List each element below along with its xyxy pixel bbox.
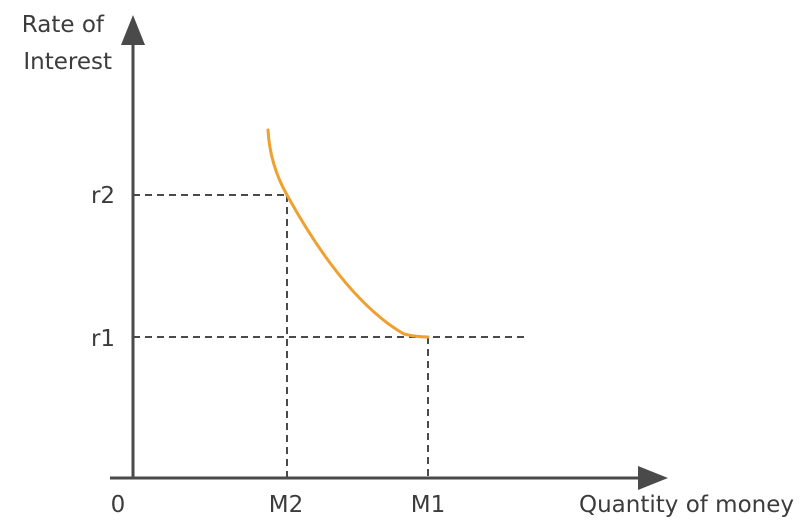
x-tick-label-m1: M1 xyxy=(411,492,445,518)
y-axis-label-line-1: Rate of xyxy=(22,12,105,38)
y-axis-arrowhead xyxy=(121,15,145,45)
y-axis-label-line-2: Interest xyxy=(23,49,112,75)
y-tick-label-r1: r1 xyxy=(91,326,115,352)
money-demand-curve xyxy=(266,128,430,339)
axes xyxy=(110,15,668,490)
x-axis-arrowhead xyxy=(638,466,668,490)
y-tick-label-r2: r2 xyxy=(91,183,115,209)
x-axis-label: Quantity of money xyxy=(579,492,794,518)
origin-label: 0 xyxy=(111,492,126,518)
guide-lines xyxy=(133,194,527,478)
x-tick-label-m2: M2 xyxy=(269,492,303,518)
